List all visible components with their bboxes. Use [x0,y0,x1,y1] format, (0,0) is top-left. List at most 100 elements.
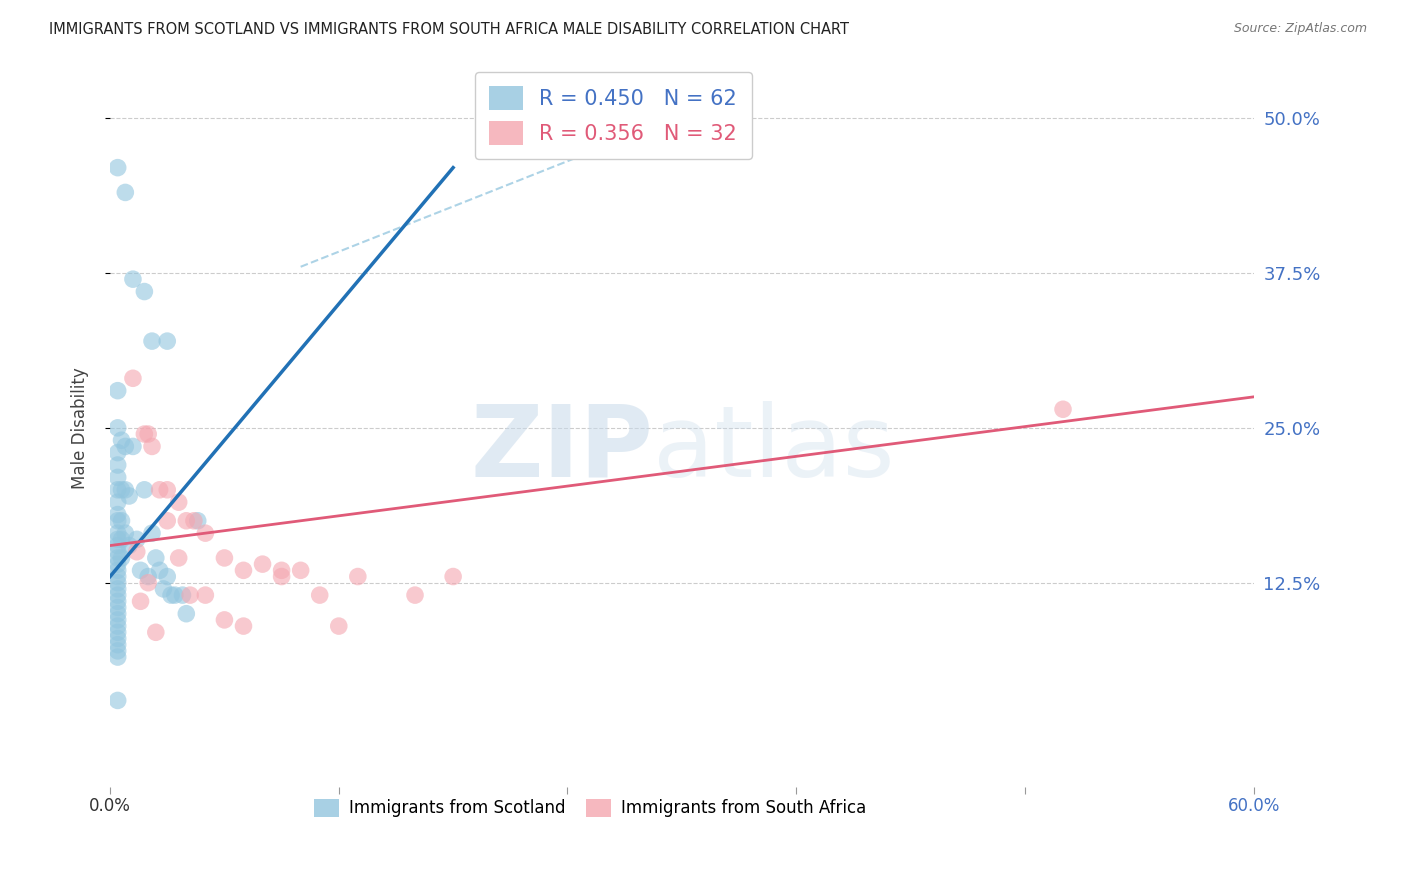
Point [114,439,136,453]
Point [107,495,129,509]
Point [176,607,198,621]
Point [107,588,129,602]
Point [107,600,129,615]
Point [328,619,350,633]
Point [145,550,167,565]
Point [134,427,156,442]
Point [156,569,179,583]
Point [156,334,179,348]
Point [107,607,129,621]
Point [176,514,198,528]
Point [107,539,129,553]
Point [107,613,129,627]
Point [107,384,129,398]
Point [107,545,129,559]
Point [187,514,209,528]
Point [145,625,167,640]
Point [114,186,136,200]
Point [214,613,236,627]
Point [252,557,274,571]
Point [149,483,172,497]
Point [107,161,129,175]
Point [110,533,132,547]
Point [183,514,205,528]
Point [156,514,179,528]
Point [107,619,129,633]
Point [194,588,217,602]
Point [107,508,129,522]
Point [118,539,141,553]
Point [149,563,172,577]
Point [270,563,292,577]
Point [107,421,129,435]
Point [107,650,129,665]
Point [136,427,159,442]
Point [107,569,129,583]
Point [167,550,190,565]
Point [232,563,254,577]
Point [114,483,136,497]
Point [107,483,129,497]
Point [167,495,190,509]
Point [125,533,148,547]
Point [134,483,156,497]
Point [107,594,129,608]
Point [404,588,426,602]
Point [122,272,145,286]
Point [107,533,129,547]
Point [194,526,217,541]
Point [110,514,132,528]
Point [107,550,129,565]
Point [107,644,129,658]
Point [122,439,145,453]
Point [172,588,194,602]
Point [156,483,179,497]
Y-axis label: Male Disability: Male Disability [72,367,89,489]
Point [107,625,129,640]
Point [110,434,132,448]
Point [308,588,330,602]
Point [110,550,132,565]
Point [232,619,254,633]
Point [107,526,129,541]
Point [110,483,132,497]
Point [1052,402,1074,417]
Point [107,632,129,646]
Point [107,557,129,571]
Text: ZIP: ZIP [471,401,654,498]
Point [107,458,129,472]
Point [141,334,163,348]
Point [214,550,236,565]
Point [107,470,129,484]
Point [179,588,201,602]
Point [136,575,159,590]
Point [163,588,186,602]
Point [152,582,174,596]
Point [441,569,464,583]
Point [107,445,129,459]
Text: 60.0%: 60.0% [1227,797,1279,815]
Text: atlas: atlas [654,401,894,498]
Point [107,575,129,590]
Point [107,693,129,707]
Point [107,582,129,596]
Point [122,371,145,385]
Point [114,526,136,541]
Point [107,514,129,528]
Point [141,439,163,453]
Text: Source: ZipAtlas.com: Source: ZipAtlas.com [1233,22,1367,36]
Point [136,569,159,583]
Point [160,588,183,602]
Text: 0.0%: 0.0% [89,797,131,815]
Point [129,563,152,577]
Point [107,638,129,652]
Point [118,489,141,503]
Point [270,569,292,583]
Point [134,285,156,299]
Point [125,545,148,559]
Point [107,563,129,577]
Point [141,526,163,541]
Point [347,569,370,583]
Point [129,594,152,608]
Legend: Immigrants from Scotland, Immigrants from South Africa: Immigrants from Scotland, Immigrants fro… [307,790,875,826]
